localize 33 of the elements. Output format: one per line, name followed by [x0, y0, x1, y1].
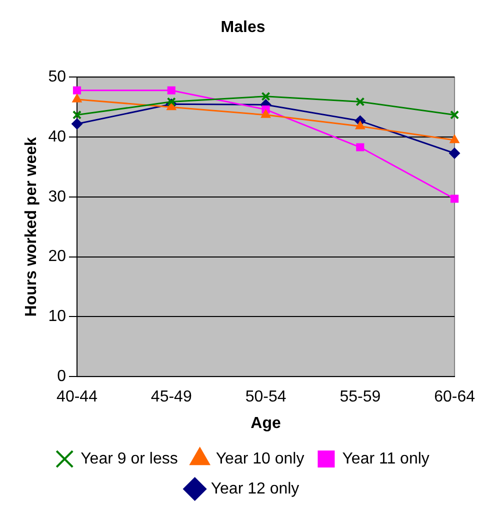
point	[356, 143, 364, 152]
x-tick-label: 45-49	[150, 388, 192, 406]
chart-title: Males	[220, 19, 266, 36]
point	[72, 86, 82, 94]
point	[166, 97, 176, 106]
legend-label: Year 12 only	[210, 480, 300, 498]
y-tick-label: 20	[48, 248, 66, 266]
legend-label: Year 10 only	[216, 450, 304, 468]
point	[261, 92, 270, 101]
point	[450, 194, 459, 203]
point	[450, 134, 460, 144]
point	[72, 110, 82, 120]
point	[356, 97, 365, 106]
x-tick-label: 40-44	[56, 388, 98, 406]
y-tick-label: 0	[57, 368, 66, 386]
y-axis-title: Hours worked per week	[23, 136, 40, 317]
x-tick-label: 55-59	[340, 388, 381, 406]
point	[72, 94, 82, 102]
legend-label: Year 11 only	[342, 450, 430, 468]
point	[450, 110, 460, 120]
y-tick-label: 10	[48, 308, 66, 326]
point	[167, 86, 176, 94]
point	[449, 148, 460, 159]
y-tick-label: 30	[48, 188, 66, 206]
point	[355, 120, 365, 130]
legend-label: Year 9 or less	[80, 450, 178, 468]
x-tick-label: 50-54	[245, 388, 286, 406]
point	[71, 118, 82, 130]
x-tick-label: 60-64	[434, 388, 476, 406]
x-axis-title: Age	[250, 414, 281, 432]
y-tick-label: 50	[48, 68, 66, 86]
point	[260, 109, 271, 118]
y-tick-label: 40	[48, 128, 66, 146]
